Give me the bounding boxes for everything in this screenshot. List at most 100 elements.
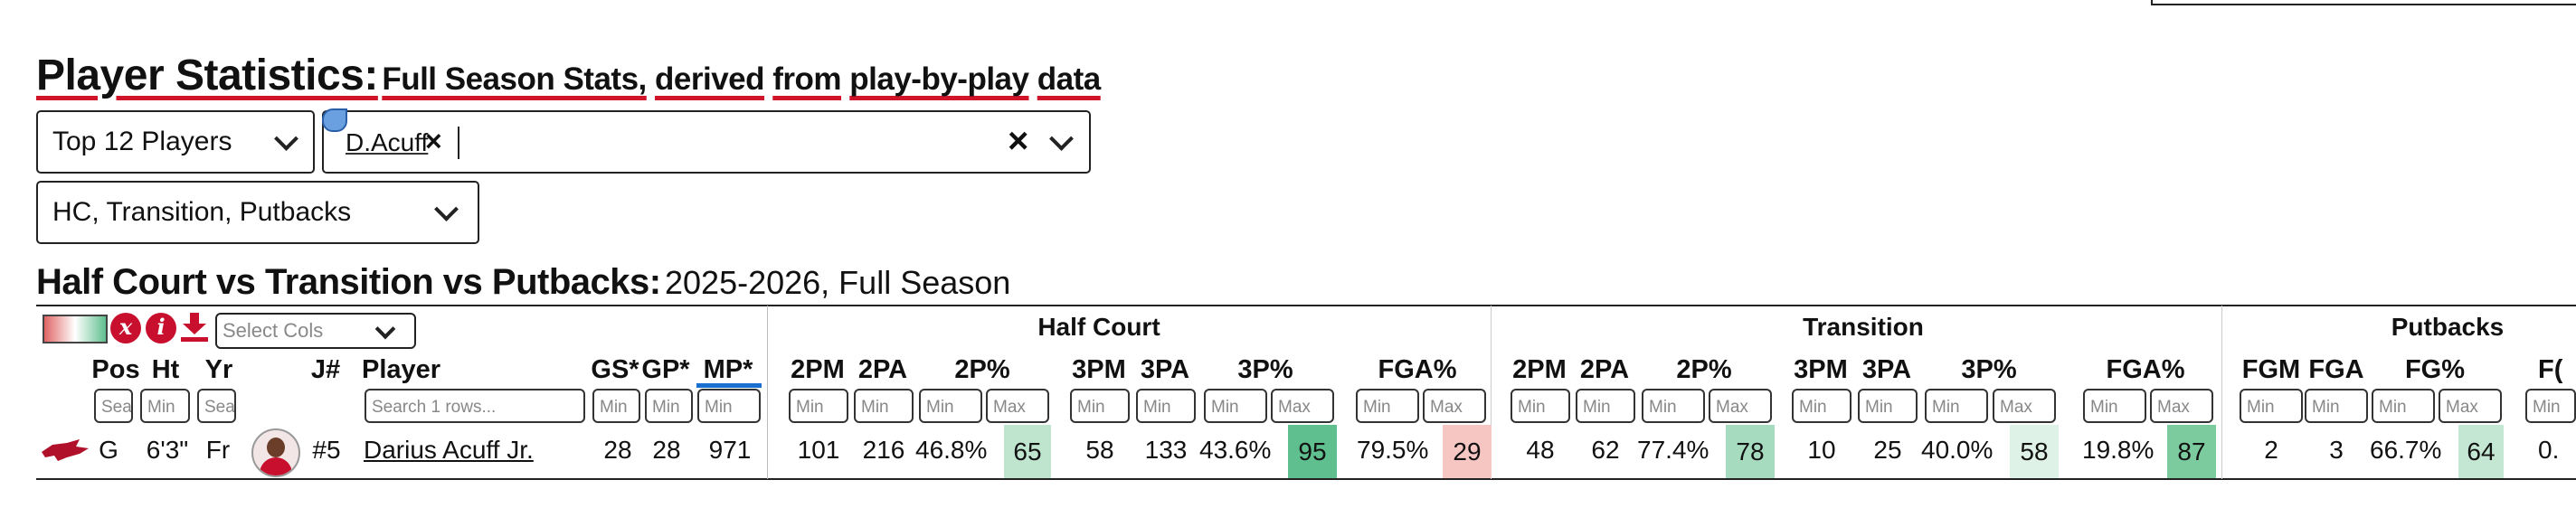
chevron-down-icon — [374, 318, 396, 340]
cell-mp: 971 — [708, 436, 752, 464]
col-header-tr-2pa[interactable]: 2PA — [1579, 355, 1630, 384]
filter-hc-3pm[interactable]: Min — [1070, 389, 1130, 423]
sort-indicator — [696, 383, 762, 388]
filter-hc-3pp-min[interactable]: Min — [1204, 389, 1267, 423]
cell-pb-fga-pct: 0. — [2538, 436, 2560, 464]
cell-pb-fgp-rank: 64 — [2458, 425, 2504, 478]
filter-yr[interactable]: Sea — [197, 389, 236, 423]
filter-hc-3pa[interactable]: Min — [1136, 389, 1196, 423]
col-header-hc-3pm[interactable]: 3PM — [1072, 355, 1126, 384]
player-multiselect[interactable]: D.Acuff × × — [322, 108, 1091, 174]
col-header-tr-2pp[interactable]: 2P% — [1676, 355, 1732, 384]
col-header-player[interactable]: Player — [362, 355, 441, 384]
filter-hc-3pp-max[interactable]: Max — [1271, 389, 1334, 423]
chevron-down-icon[interactable] — [1049, 127, 1074, 151]
razorback-logo-icon — [42, 439, 89, 461]
player-name-link[interactable]: Darius Acuff Jr. — [364, 436, 534, 464]
filter-hc-2pa[interactable]: Min — [854, 389, 914, 423]
filter-ht[interactable]: Min — [140, 389, 190, 423]
col-header-gp[interactable]: GP* — [641, 355, 690, 384]
col-header-hc-3pa[interactable]: 3PA — [1140, 355, 1190, 384]
player-group-select-value: Top 12 Players — [52, 127, 232, 156]
clear-selection-icon[interactable]: × — [1008, 121, 1029, 161]
filter-mp[interactable]: Min — [697, 389, 761, 423]
download-icon[interactable] — [179, 311, 210, 343]
col-header-hc-2pa[interactable]: 2PA — [857, 355, 908, 384]
col-header-pb-fga[interactable]: FGA — [2308, 355, 2364, 384]
cell-pos: G — [99, 436, 118, 464]
cell-hc-fga-rank: 29 — [1443, 425, 1492, 478]
col-header-hc-2pp[interactable]: 2P% — [954, 355, 1010, 384]
player-headshot-icon — [251, 428, 300, 477]
filter-tr-3pa[interactable]: Min — [1858, 389, 1918, 423]
filter-tr-2pa[interactable]: Min — [1576, 389, 1635, 423]
filter-gs[interactable]: Min — [592, 389, 640, 423]
filter-tr-3pp-max[interactable]: Max — [1993, 389, 2056, 423]
chip-remove-icon[interactable]: × — [425, 125, 442, 157]
table-row[interactable]: G 6'3" Fr #5 Darius Acuff Jr. 28 28 971 … — [36, 425, 2576, 478]
col-header-jersey[interactable]: J# — [310, 355, 341, 384]
cell-hc-3pm: 58 — [1085, 436, 1114, 464]
filter-pb-fga[interactable]: Min — [2305, 389, 2368, 423]
col-header-tr-fga[interactable]: FGA% — [2106, 355, 2185, 384]
group-divider — [2221, 306, 2222, 479]
page-title-sub: Full Season Stats, derived from play-by-… — [382, 61, 1101, 97]
col-header-gs[interactable]: GS* — [591, 355, 639, 384]
col-header-tr-3pm[interactable]: 3PM — [1794, 355, 1848, 384]
filter-tr-2pp-max[interactable]: Max — [1709, 389, 1772, 423]
filter-tr-2pp-min[interactable]: Min — [1642, 389, 1705, 423]
col-header-pb-fgm[interactable]: FGM — [2241, 355, 2301, 384]
stat-category-select-value: HC, Transition, Putbacks — [52, 197, 352, 227]
filter-pos[interactable]: Sea — [94, 389, 133, 423]
filter-gp[interactable]: Min — [645, 389, 693, 423]
cell-tr-2pp-rank: 78 — [1726, 425, 1775, 478]
col-header-ht[interactable]: Ht — [151, 355, 180, 384]
filter-hc-fga-min[interactable]: Min — [1356, 389, 1419, 423]
filter-tr-3pp-min[interactable]: Min — [1925, 389, 1988, 423]
col-header-yr[interactable]: Yr — [204, 355, 233, 384]
filter-pb-fga-pct[interactable]: Min — [2525, 389, 2576, 423]
page-title: Player Statistics: Full Season Stats, de… — [36, 51, 1101, 100]
cell-tr-fga-rank: 87 — [2167, 425, 2216, 478]
filter-hc-fga-max[interactable]: Max — [1423, 389, 1486, 423]
info-icon[interactable]: i — [146, 313, 176, 343]
cell-yr: Fr — [205, 436, 231, 464]
col-header-hc-fga[interactable]: FGA% — [1378, 355, 1457, 384]
filter-tr-2pm[interactable]: Min — [1511, 389, 1570, 423]
player-search-input[interactable]: Search 1 rows... — [365, 389, 585, 423]
col-header-hc-2pm[interactable]: 2PM — [791, 355, 845, 384]
filter-hc-2pp-min[interactable]: Min — [919, 389, 982, 423]
filter-tr-fga-max[interactable]: Max — [2150, 389, 2213, 423]
filter-hc-2pm[interactable]: Min — [789, 389, 848, 423]
col-header-hc-3pp[interactable]: 3P% — [1237, 355, 1293, 384]
col-header-tr-2pm[interactable]: 2PM — [1512, 355, 1567, 384]
section-title: Half Court vs Transition vs Putbacks: 20… — [36, 262, 1010, 303]
select-columns-dropdown[interactable]: Select Cols — [215, 313, 416, 349]
filter-pb-fgp-min[interactable]: Min — [2372, 389, 2435, 423]
stat-category-select[interactable]: HC, Transition, Putbacks — [36, 181, 479, 244]
color-scale-icon[interactable] — [43, 315, 108, 343]
selected-player-chip[interactable]: D.Acuff — [346, 128, 429, 156]
cell-pb-fgp: 66.7% — [2370, 436, 2442, 464]
col-header-mp[interactable]: MP* — [703, 355, 753, 384]
col-header-pos[interactable]: Pos — [91, 355, 140, 384]
cell-hc-2pp: 46.8% — [915, 436, 988, 464]
select-columns-placeholder: Select Cols — [223, 319, 324, 342]
filter-tr-fga-min[interactable]: Min — [2083, 389, 2146, 423]
filter-pb-fgm[interactable]: Min — [2240, 389, 2303, 423]
cell-tr-fga: 19.8% — [2082, 436, 2155, 464]
group-header-putbacks: Putbacks — [2391, 313, 2505, 341]
filter-tr-3pm[interactable]: Min — [1792, 389, 1852, 423]
filter-hc-2pp-max[interactable]: Max — [986, 389, 1049, 423]
col-header-pb-fga-pct[interactable]: F( — [2538, 355, 2563, 384]
player-group-select[interactable]: Top 12 Players — [36, 110, 315, 174]
cell-tr-3pp-rank: 58 — [2010, 425, 2059, 478]
group-divider — [1491, 306, 1492, 479]
col-header-tr-3pa[interactable]: 3PA — [1861, 355, 1912, 384]
cell-hc-2pa: 216 — [862, 436, 905, 464]
filter-pb-fgp-max[interactable]: Max — [2439, 389, 2502, 423]
col-header-pb-fgp[interactable]: FG% — [2404, 355, 2466, 384]
tooltip-dot-icon — [322, 108, 347, 132]
clear-filters-icon[interactable]: x — [110, 313, 141, 343]
col-header-tr-3pp[interactable]: 3P% — [1961, 355, 2017, 384]
